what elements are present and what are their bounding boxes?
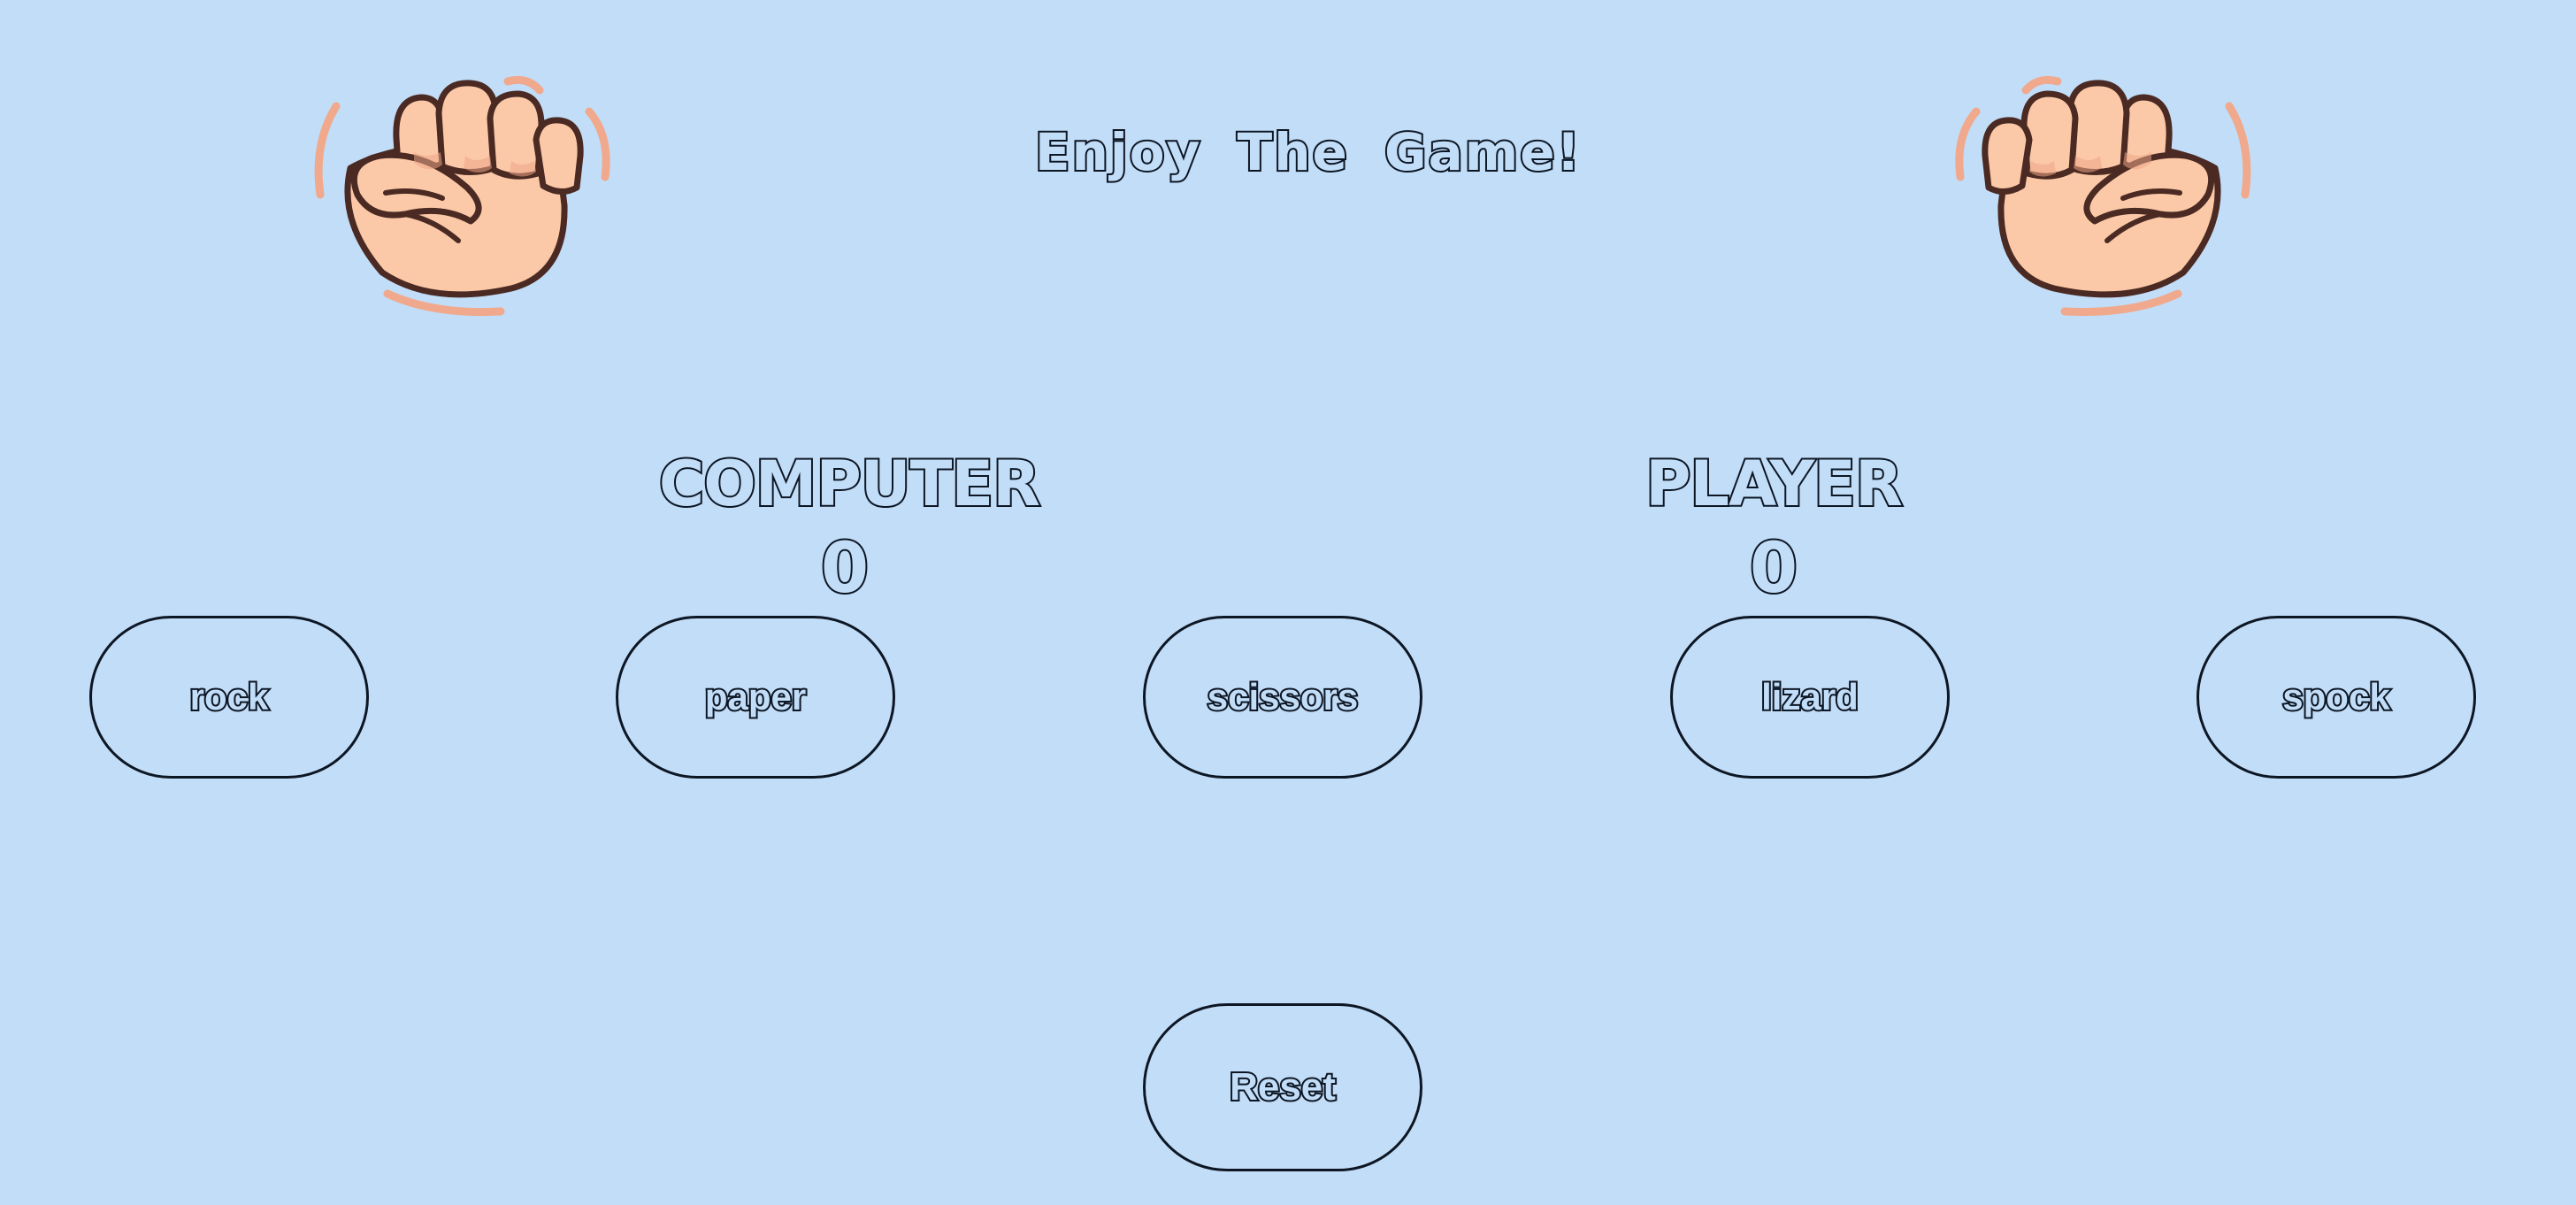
scissors-button[interactable]: scissors [1143, 616, 1422, 779]
lizard-button[interactable]: lizard [1670, 616, 1950, 779]
player-label: PLAYER [1644, 446, 1905, 522]
spock-button[interactable]: spock [2196, 616, 2476, 779]
player-score: 0 [1748, 527, 1799, 610]
game-title: Enjoy The Game! [1033, 120, 1582, 184]
computer-score: 0 [819, 527, 870, 610]
rock-button-label: rock [188, 674, 271, 719]
computer-label: COMPUTER [657, 446, 1042, 522]
scissors-button-label: scissors [1206, 674, 1360, 719]
reset-button[interactable]: Reset [1143, 1003, 1422, 1171]
paper-button[interactable]: paper [616, 616, 895, 779]
computer-fist-icon [314, 75, 610, 317]
lizard-button-label: lizard [1760, 674, 1860, 719]
paper-button-label: paper [703, 674, 808, 719]
reset-button-label: Reset [1228, 1063, 1338, 1110]
rock-button[interactable]: rock [89, 616, 369, 779]
player-fist-icon [1955, 75, 2251, 317]
spock-button-label: spock [2281, 674, 2391, 719]
